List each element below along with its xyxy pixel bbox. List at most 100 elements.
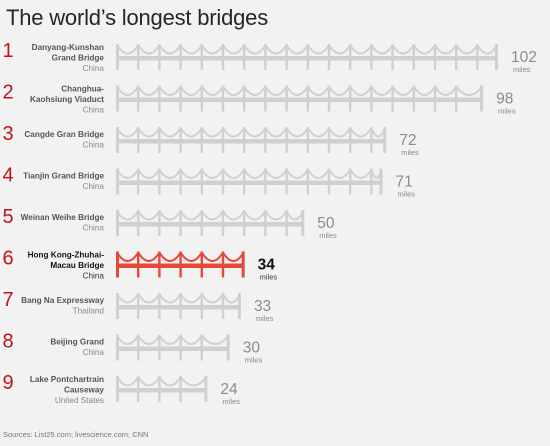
bridge-cable <box>370 127 387 138</box>
bridge-tower <box>243 168 246 195</box>
bridge-end-pier <box>379 168 383 195</box>
bridge-cable <box>285 85 309 96</box>
bar <box>116 293 241 319</box>
bridge-tower <box>412 85 415 112</box>
rank-number: 5 <box>2 206 13 228</box>
bridge-cable <box>200 251 224 262</box>
bridge-cable <box>349 85 373 96</box>
bridge-end-pier <box>480 85 484 112</box>
bridge-name: Cangde Gran Bridge <box>24 130 104 139</box>
bridge-tower <box>433 44 437 70</box>
bridge-tower <box>200 85 203 112</box>
bridge-cable <box>328 127 352 138</box>
bridge-cable <box>243 44 267 55</box>
bridge-cable <box>179 376 208 387</box>
bridge-end-pier <box>241 251 245 278</box>
bridge-cable <box>434 85 458 96</box>
bridge-end-pier <box>116 210 119 236</box>
bridge-tower <box>179 44 182 70</box>
bridge-cable <box>391 44 415 55</box>
bridge-cable <box>264 168 288 179</box>
bridge-tower <box>476 44 479 70</box>
bridge-cable <box>243 127 267 138</box>
bridge-deck <box>117 305 240 310</box>
bridge-cable <box>222 210 246 221</box>
bridge-tower <box>349 85 352 112</box>
bridge-tower <box>137 127 140 153</box>
bridge-cable <box>370 169 383 179</box>
bridge-tower <box>349 168 352 195</box>
unit-label: miles <box>398 190 416 199</box>
bridge-tower <box>221 44 225 70</box>
bridge-cable <box>158 44 182 55</box>
bridge-country: China <box>83 106 105 115</box>
bridge-tower <box>264 127 267 153</box>
bridge-tower <box>391 85 394 112</box>
rank-number: 8 <box>2 331 13 353</box>
bridge-cable <box>137 168 161 179</box>
bridge-tower <box>158 85 161 112</box>
bridge-end-pier <box>383 127 387 153</box>
bridge-cable <box>264 44 288 55</box>
value-label: 33 <box>254 298 271 315</box>
bridge-tower <box>221 168 225 195</box>
bridge-cable <box>222 44 246 55</box>
bridge-cable <box>137 127 161 138</box>
bridge-cable <box>179 44 203 55</box>
bridge-cable <box>137 85 161 96</box>
bridge-cable <box>243 85 267 96</box>
bridge-tower <box>370 168 373 195</box>
bridge-name: Weinan Weihe Bridge <box>21 213 105 222</box>
bridge-cable <box>200 85 224 96</box>
bridge-tower <box>412 44 415 70</box>
bridge-cable <box>391 85 415 96</box>
bridge-country: China <box>83 141 105 150</box>
bridge-cable <box>222 85 246 96</box>
bridge-tower <box>221 85 225 112</box>
bridge-cable <box>116 334 140 345</box>
bridge-cable <box>328 168 352 179</box>
bridge-tower <box>391 44 394 70</box>
bridge-tower <box>158 293 161 319</box>
bar <box>116 85 484 112</box>
bridge-cable <box>285 127 309 138</box>
bridge-tower <box>200 251 203 278</box>
bridge-cable <box>179 334 203 345</box>
bridge-tower <box>137 210 140 236</box>
bridge-end-pier <box>116 168 119 195</box>
bridge-tower <box>137 334 140 361</box>
bridge-cable <box>455 85 483 96</box>
bridge-cable <box>328 44 352 55</box>
bridge-tower <box>370 85 373 112</box>
bridge-country: China <box>83 64 105 73</box>
bridge-end-pier <box>116 251 119 278</box>
bridge-tower <box>158 127 161 153</box>
bridge-cable <box>285 210 305 221</box>
bridge-name: Tianjin Grand Bridge <box>23 172 104 181</box>
rank-number: 1 <box>2 40 13 62</box>
bridge-tower <box>285 44 288 70</box>
bridge-tower <box>200 127 203 153</box>
bridge-tower <box>243 127 246 153</box>
bridge-country: China <box>83 348 105 357</box>
bridge-end-pier <box>237 293 241 319</box>
unit-label: miles <box>256 314 274 323</box>
bridge-cable <box>116 210 140 221</box>
bridge-cable <box>158 251 182 262</box>
bridge-tower <box>200 293 203 319</box>
bridge-end-pier <box>116 127 119 153</box>
bridge-tower <box>200 334 203 361</box>
bridge-cable <box>328 85 352 96</box>
bridge-country: United States <box>55 396 104 405</box>
bridge-tower <box>137 168 140 195</box>
bridge-tower <box>158 334 161 361</box>
bridge-cable <box>222 293 241 304</box>
bridge-cable <box>116 376 140 387</box>
bridge-tower <box>370 44 373 70</box>
bridge-end-pier <box>495 44 498 70</box>
unit-label: miles <box>401 148 419 157</box>
bar <box>116 44 498 70</box>
value-label: 34 <box>258 257 276 274</box>
